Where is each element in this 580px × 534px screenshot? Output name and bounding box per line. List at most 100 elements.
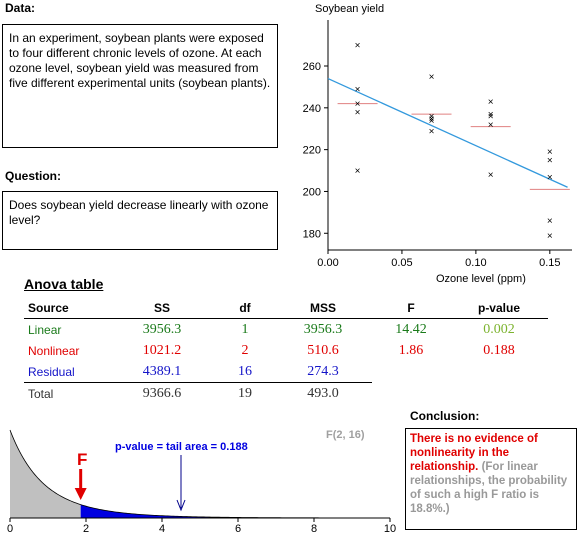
row-mss: 493.0 [307,385,339,401]
data-text: In an experiment, soybean plants were ex… [9,31,271,90]
scatter-point: × [429,72,435,83]
pvalue-arrow-head [176,499,186,512]
scatter-point: × [547,156,553,167]
regression-line [327,77,568,188]
col-pvalue: p-value [450,298,548,319]
row-df: 1 [241,321,249,337]
f-marker-label: F [77,450,87,469]
data-text-box: In an experiment, soybean plants were ex… [2,24,278,148]
soybean-scatter-plot: Soybean yield Ozone level (ppm) 180 200 22… [303,3,572,285]
row-source: Total [28,386,54,401]
conclusion-main-text: There is no evidence of nonlinearity in … [410,433,538,473]
scatter-point: × [429,114,435,125]
row-f: 1.86 [398,342,424,358]
row-df: 16 [216,361,274,383]
scatter-y-tick-label: 260 [303,61,321,73]
f-x-tick-label: 10 [384,523,396,534]
row-pvalue [450,383,548,405]
col-mss: MSS [274,298,372,319]
pvalue-label: p-value = tail area = 0.188 [115,441,248,453]
scatter-point: × [355,41,361,52]
conclusion-box: There is no evidence of nonlinearity in … [405,428,577,530]
table-row-linear: Linear 3956.3 1 3956.3 14.42 0.002 [24,319,548,341]
scatter-regression-line [327,77,568,188]
scatter-y-tick-label: 240 [303,103,321,115]
scatter-xlabel: Ozone level (ppm) [436,273,526,285]
row-ss: 1021.2 [142,342,182,358]
scatter-ylabel: Soybean yield [315,3,384,15]
scatter-x-tick-label: 0.00 [317,257,338,269]
row-source: Nonlinear [28,343,80,358]
table-row-nonlinear: Nonlinear 1021.2 2 510.6 1.86 0.188 [24,340,548,361]
row-df: 2 [241,342,249,358]
f-x-tick-label: 6 [235,523,241,534]
table-row-total: Total 9366.6 19 493.0 [24,383,548,405]
f-body-area [10,430,81,518]
anova-table: Source SS df MSS F p-value Linear 3956.3… [24,298,548,404]
scatter-point: × [547,216,553,227]
f-distribution-plot: 0 2 4 6 8 10 F(2, 16) p-value = tail area = 0… [7,429,396,534]
scatter-point: × [547,231,553,242]
scatter-point: × [429,112,435,123]
row-source: Residual [24,361,108,383]
f-tail-area [80,504,391,518]
scatter-point: × [355,85,361,96]
row-f [372,361,450,383]
col-f: F [372,298,450,319]
f-x-tick-label: 0 [7,523,13,534]
row-f: 14.42 [395,321,427,337]
scatter-point: × [355,166,361,177]
question-text: Does soybean yield decrease linearly wit… [9,198,269,227]
scatter-points: ×××××××××××××××××××× [355,41,553,242]
scatter-x-tick-label: 0.10 [465,257,486,269]
f-x-tick-label: 8 [311,523,317,534]
f-distribution-arrows [74,455,186,512]
f-distribution-axis: 0 2 4 6 8 10 [7,517,396,534]
f-dist-label: F(2, 16) [326,429,365,441]
row-mss: 510.6 [307,342,339,358]
scatter-point: × [429,116,435,127]
scatter-point: × [547,147,553,158]
scatter-point: × [488,97,494,108]
anova-title: Anova table [24,276,104,292]
row-df: 19 [238,385,252,401]
scatter-point: × [488,170,494,181]
question-heading: Question: [5,169,61,183]
conclusion-note-text: (For linear relationships, the probabili… [410,461,568,515]
scatter-group-means [337,103,570,190]
question-text-box: Does soybean yield decrease linearly wit… [2,191,278,250]
scatter-point: × [547,172,553,183]
col-source: Source [24,298,108,319]
table-row-residual: Residual 4389.1 16 274.3 [24,361,548,383]
f-marker-arrow-head [74,488,87,500]
row-f [372,383,450,405]
f-x-tick-label: 4 [159,523,165,534]
row-ss: 4389.1 [108,361,216,383]
anova-header-row: Source SS df MSS F p-value [24,298,548,319]
row-pvalue [450,361,548,383]
scatter-point: × [355,99,361,110]
scatter-point: × [429,126,435,137]
data-heading: Data: [5,1,36,15]
col-df: df [216,298,274,319]
row-mss: 3956.3 [303,321,343,337]
scatter-y-tick-label: 200 [303,186,321,198]
scatter-y-tick-label: 180 [303,228,321,240]
row-pvalue: 0.002 [483,321,515,337]
scatter-axes: 180 200 220 240 260 0.00 0.05 0.10 0.15 [303,20,572,269]
conclusion-heading: Conclusion: [410,409,480,423]
scatter-point: × [488,120,494,131]
col-ss: SS [108,298,216,319]
row-source: Linear [28,322,62,337]
f-x-tick-label: 2 [83,523,89,534]
row-ss: 3956.3 [142,321,182,337]
scatter-point: × [488,112,494,123]
scatter-y-tick-label: 220 [303,145,321,157]
row-pvalue: 0.188 [483,342,515,358]
row-mss: 274.3 [274,361,372,383]
row-ss: 9366.6 [142,385,182,401]
scatter-point: × [355,108,361,119]
scatter-x-tick-label: 0.15 [539,257,560,269]
scatter-x-tick-label: 0.05 [391,257,412,269]
scatter-point: × [488,110,494,121]
